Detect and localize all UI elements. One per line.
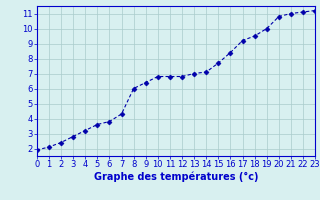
- X-axis label: Graphe des températures (°c): Graphe des températures (°c): [94, 172, 258, 182]
